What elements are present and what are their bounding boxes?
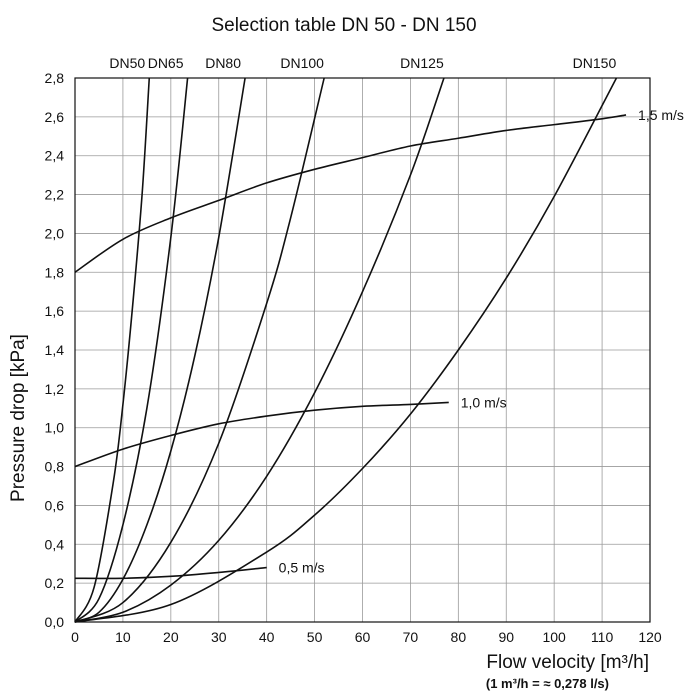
series-label-dn65: DN65 [148, 55, 184, 71]
series-line-1-5-m-s [74, 114, 627, 273]
series-line-1-0-m-s [74, 401, 449, 468]
series-line-dn65 [74, 77, 189, 623]
x-tick-label: 70 [403, 629, 419, 645]
x-axis-label: Flow velocity [m³/h] [486, 652, 649, 673]
x-tick-label: 10 [115, 629, 131, 645]
y-tick-label: 1,4 [45, 342, 65, 358]
series-line-dn50 [74, 77, 151, 623]
x-tick-label: 110 [591, 629, 614, 645]
y-tick-label: 1,6 [45, 303, 65, 319]
y-axis-label: Pressure drop [kPa] [8, 334, 29, 502]
series-labels: DN50 DN65 DN80 DN100 DN125 DN150 1,5 m/s 1,0 m/… [109, 55, 684, 576]
series-label-1-0-m-s: 1,0 m/s [461, 394, 507, 410]
ticks: 0 10 20 30 40 50 60 70 80 90 100 110 120 0,0 0,2 0,4 0,6… [45, 70, 662, 645]
x-tick-label: 40 [259, 629, 275, 645]
y-tick-label: 1,2 [45, 381, 65, 397]
plot-frame [74, 77, 651, 623]
x-tick-label: 50 [307, 629, 323, 645]
y-tick-label: 1,8 [45, 264, 65, 280]
y-tick-label: 2,4 [45, 148, 65, 164]
x-axis-note: (1 m³/h = ≈ 0,278 l/s) [486, 676, 609, 691]
x-tick-label: 30 [211, 629, 227, 645]
y-tick-label: 0,4 [45, 536, 65, 552]
series-label-dn125: DN125 [400, 55, 444, 71]
x-tick-label: 20 [163, 629, 179, 645]
y-tick-label: 0,8 [45, 459, 65, 475]
y-tick-label: 2,6 [45, 109, 65, 125]
series-label-dn80: DN80 [205, 55, 241, 71]
series-line-0-5-m-s [74, 566, 267, 580]
y-tick-label: 1,0 [45, 420, 65, 436]
y-tick-label: 0,6 [45, 497, 65, 513]
chart-title: Selection table DN 50 - DN 150 [211, 15, 476, 36]
y-tick-label: 2,8 [45, 70, 65, 86]
y-tick-label: 0,2 [45, 575, 65, 591]
y-tick-label: 2,0 [45, 225, 65, 241]
curves [74, 77, 627, 623]
x-tick-label: 60 [355, 629, 371, 645]
x-tick-label: 90 [498, 629, 514, 645]
series-line-dn100 [74, 77, 325, 623]
x-tick-label: 0 [71, 629, 79, 645]
series-line-dn150 [74, 77, 618, 623]
y-tick-label: 0,0 [45, 614, 65, 630]
x-tick-label: 100 [542, 629, 566, 645]
series-line-dn125 [74, 77, 445, 623]
x-tick-label: 80 [451, 629, 467, 645]
series-line-dn80 [74, 77, 246, 623]
series-label-0-5-m-s: 0,5 m/s [279, 560, 325, 576]
series-label-dn100: DN100 [280, 55, 324, 71]
grid [74, 77, 651, 623]
y-tick-label: 2,2 [45, 187, 65, 203]
series-label-1-5-m-s: 1,5 m/s [638, 107, 684, 123]
series-label-dn50: DN50 [109, 55, 145, 71]
series-label-dn150: DN150 [573, 55, 617, 71]
x-tick-label: 120 [638, 629, 662, 645]
